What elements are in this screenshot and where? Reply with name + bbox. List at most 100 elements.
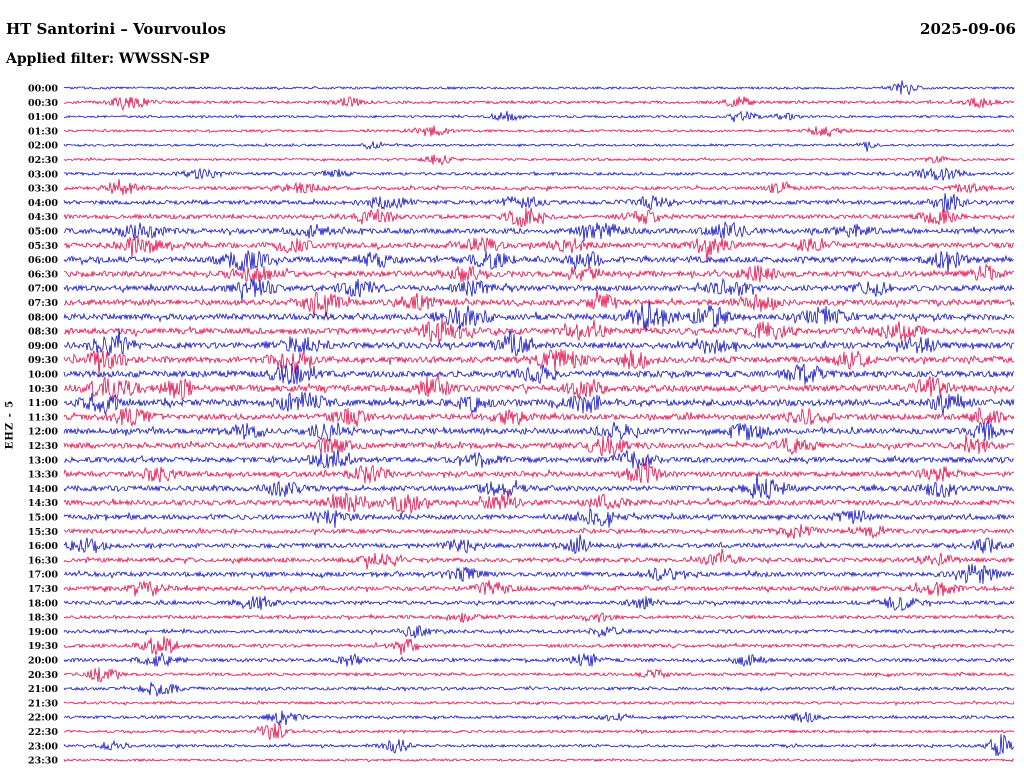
trace-row: [63, 406, 1015, 427]
trace-row: [63, 563, 1015, 585]
trace-row: [63, 699, 1015, 707]
time-label: 14:00: [28, 484, 58, 495]
time-label: 07:00: [28, 284, 58, 295]
trace-row: [63, 667, 1015, 683]
trace-row: [64, 524, 1015, 540]
trace-row: [63, 507, 1015, 528]
trace-row: [63, 221, 1015, 242]
trace-row: [63, 178, 1015, 196]
trace-row: [63, 80, 1015, 96]
trace-row: [64, 328, 1015, 357]
time-label: 21:30: [28, 698, 58, 709]
time-label: 12:30: [28, 441, 58, 452]
trace-row: [63, 734, 1015, 756]
time-label: 02:00: [28, 141, 58, 152]
trace-row: [63, 318, 1015, 345]
time-label: 04:00: [28, 198, 58, 209]
time-label: 22:30: [28, 727, 58, 738]
trace-row: [63, 448, 1015, 470]
time-label: 23:00: [28, 741, 58, 752]
trace-row: [63, 125, 1015, 137]
time-label: 13:30: [28, 470, 58, 481]
time-label: 19:00: [28, 627, 58, 638]
time-label: 16:00: [28, 541, 58, 552]
trace-row: [63, 625, 1015, 640]
time-label: 04:30: [28, 212, 58, 223]
trace-row: [63, 612, 1015, 623]
trace-row: [63, 596, 1015, 612]
trace-row: [63, 290, 1015, 318]
trace-row: [63, 96, 1015, 112]
trace-row: [63, 757, 1015, 763]
trace-row: [63, 419, 1015, 442]
time-label: 11:00: [28, 398, 58, 409]
trace-row: [63, 372, 1015, 401]
time-label: 05:00: [28, 227, 58, 238]
trace-row: [63, 457, 1015, 484]
trace-row: [63, 363, 1015, 385]
trace-row: [63, 348, 1015, 378]
trace-row: [63, 580, 1015, 597]
trace-row: [63, 302, 1015, 331]
time-label: 16:30: [28, 555, 58, 566]
time-label: 22:00: [28, 713, 58, 724]
time-label: 00:00: [28, 84, 58, 95]
time-label: 15:30: [28, 527, 58, 538]
time-label: 00:30: [28, 98, 58, 109]
time-label: 07:30: [28, 298, 58, 309]
time-label: 09:00: [28, 341, 58, 352]
time-label: 23:30: [28, 756, 58, 767]
time-label: 13:00: [28, 455, 58, 466]
trace-row: [63, 167, 1015, 181]
trace-row: [63, 193, 1015, 212]
time-label: 17:30: [28, 584, 58, 595]
time-label: 15:00: [28, 513, 58, 524]
applied-filter-label: Applied filter: WWSSN-SP: [6, 51, 210, 67]
trace-row: [63, 140, 1015, 152]
record-date: 2025-09-06: [920, 20, 1016, 38]
trace-row: [63, 250, 1015, 275]
time-label: 20:00: [28, 656, 58, 667]
time-label: 08:30: [28, 327, 58, 338]
time-label: 06:30: [28, 269, 58, 280]
time-label: 01:30: [28, 126, 58, 137]
time-label: 03:30: [28, 184, 58, 195]
trace-row: [63, 636, 1015, 656]
trace-row: [63, 651, 1015, 667]
time-label: 10:30: [28, 384, 58, 395]
time-label: 17:00: [28, 570, 58, 581]
trace-row: [63, 548, 1015, 570]
trace-row: [63, 391, 1015, 415]
trace-row: [63, 434, 1015, 457]
time-label: 10:00: [28, 370, 58, 381]
trace-row: [63, 710, 1015, 727]
trace-row: [63, 473, 1015, 501]
time-label: 05:30: [28, 241, 58, 252]
time-label: 02:30: [28, 155, 58, 166]
time-label: 20:30: [28, 670, 58, 681]
trace-row: [64, 263, 1015, 283]
trace-row: [63, 723, 1015, 740]
time-label: 11:30: [28, 412, 58, 423]
trace-row: [63, 207, 1015, 228]
time-label: 01:00: [28, 112, 58, 123]
time-label: 12:00: [28, 427, 58, 438]
time-label: 03:00: [28, 169, 58, 180]
time-label: 14:30: [28, 498, 58, 509]
time-label: 09:30: [28, 355, 58, 366]
station-title: HT Santorini – Vourvoulos: [6, 20, 226, 38]
trace-row: [63, 278, 1015, 302]
trace-row: [63, 236, 1015, 263]
time-label: 18:30: [28, 613, 58, 624]
trace-row: [63, 682, 1015, 698]
time-label: 06:00: [28, 255, 58, 266]
trace-row: [63, 489, 1015, 515]
time-label: 19:30: [28, 641, 58, 652]
time-label: 21:00: [28, 684, 58, 695]
trace-row: [63, 534, 1015, 555]
trace-row: [63, 154, 1015, 166]
time-label: 18:00: [28, 598, 58, 609]
trace-row: [63, 110, 1015, 123]
